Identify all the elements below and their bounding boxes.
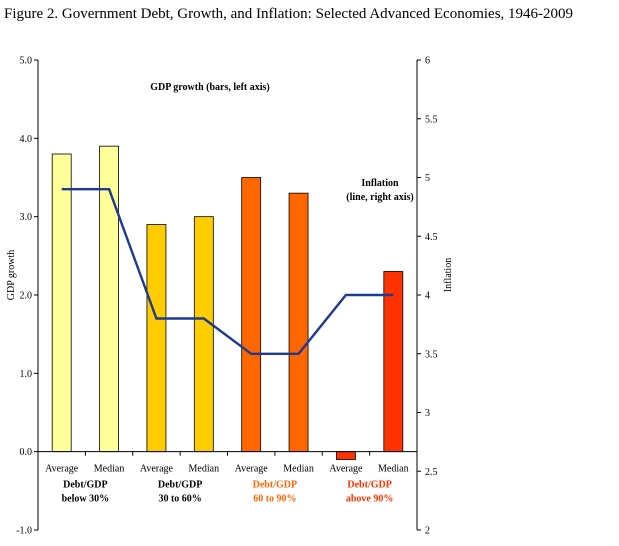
category-label-4: Average	[235, 464, 269, 475]
category-label-2: Average	[140, 464, 174, 475]
right-tick-label-5: 4.5	[425, 232, 438, 243]
group-label-line1-2: Debt/GDP	[253, 480, 297, 491]
bar-3	[193, 216, 214, 453]
line-annotation-line2: (line, right axis)	[346, 192, 414, 203]
category-label-1: Median	[94, 464, 125, 475]
right-tick-label-8: 6	[425, 56, 430, 67]
bar-0	[51, 153, 72, 453]
bar-4	[241, 177, 262, 453]
category-label-0: Average	[45, 464, 79, 475]
right-tick-label-1: 2.5	[425, 467, 438, 478]
inflation-line	[61, 187, 394, 355]
left-tick-label-3: 2.0	[20, 291, 33, 302]
group-label-line2-1: 30 to 60%	[158, 494, 201, 505]
right-tick-label-4: 4	[425, 291, 430, 302]
line-annotation-line1: Inflation	[361, 178, 399, 189]
bar-5	[288, 192, 309, 453]
category-label-6: Average	[329, 464, 363, 475]
y2-axis-label: Inflation	[443, 258, 454, 292]
right-tick-label-2: 3	[425, 408, 430, 419]
left-tick-label-0: -1.0	[16, 526, 32, 537]
right-tick-label-6: 5	[425, 173, 430, 184]
bar-7	[383, 271, 404, 453]
left-tick-label-5: 4.0	[20, 134, 33, 145]
right-tick-label-3: 3.5	[425, 349, 438, 360]
bar-6	[336, 451, 356, 460]
left-tick-label-4: 3.0	[20, 212, 33, 223]
group-label-line1-0: Debt/GDP	[63, 480, 107, 491]
y-axis-label: GDP growth	[6, 250, 17, 300]
bar-annotation: GDP growth (bars, left axis)	[150, 82, 270, 93]
right-tick-label-7: 5.5	[425, 114, 438, 125]
group-label-line2-0: below 30%	[62, 494, 110, 505]
left-tick-label-2: 1.0	[20, 369, 33, 380]
category-label-3: Median	[189, 464, 220, 475]
right-tick-label-0: 2	[425, 526, 430, 537]
bar-2	[146, 224, 167, 453]
left-tick-label-6: 5.0	[20, 56, 33, 67]
group-label-line1-1: Debt/GDP	[158, 480, 202, 491]
category-label-5: Median	[283, 464, 314, 475]
group-label-line1-3: Debt/GDP	[347, 480, 391, 491]
chart-title: Figure 2. Government Debt, Growth, and I…	[4, 6, 574, 22]
group-label-line2-2: 60 to 90%	[253, 494, 296, 505]
left-tick-label-1: 0.0	[20, 447, 33, 458]
category-label-7: Median	[378, 464, 409, 475]
group-label-line2-3: above 90%	[346, 494, 394, 505]
